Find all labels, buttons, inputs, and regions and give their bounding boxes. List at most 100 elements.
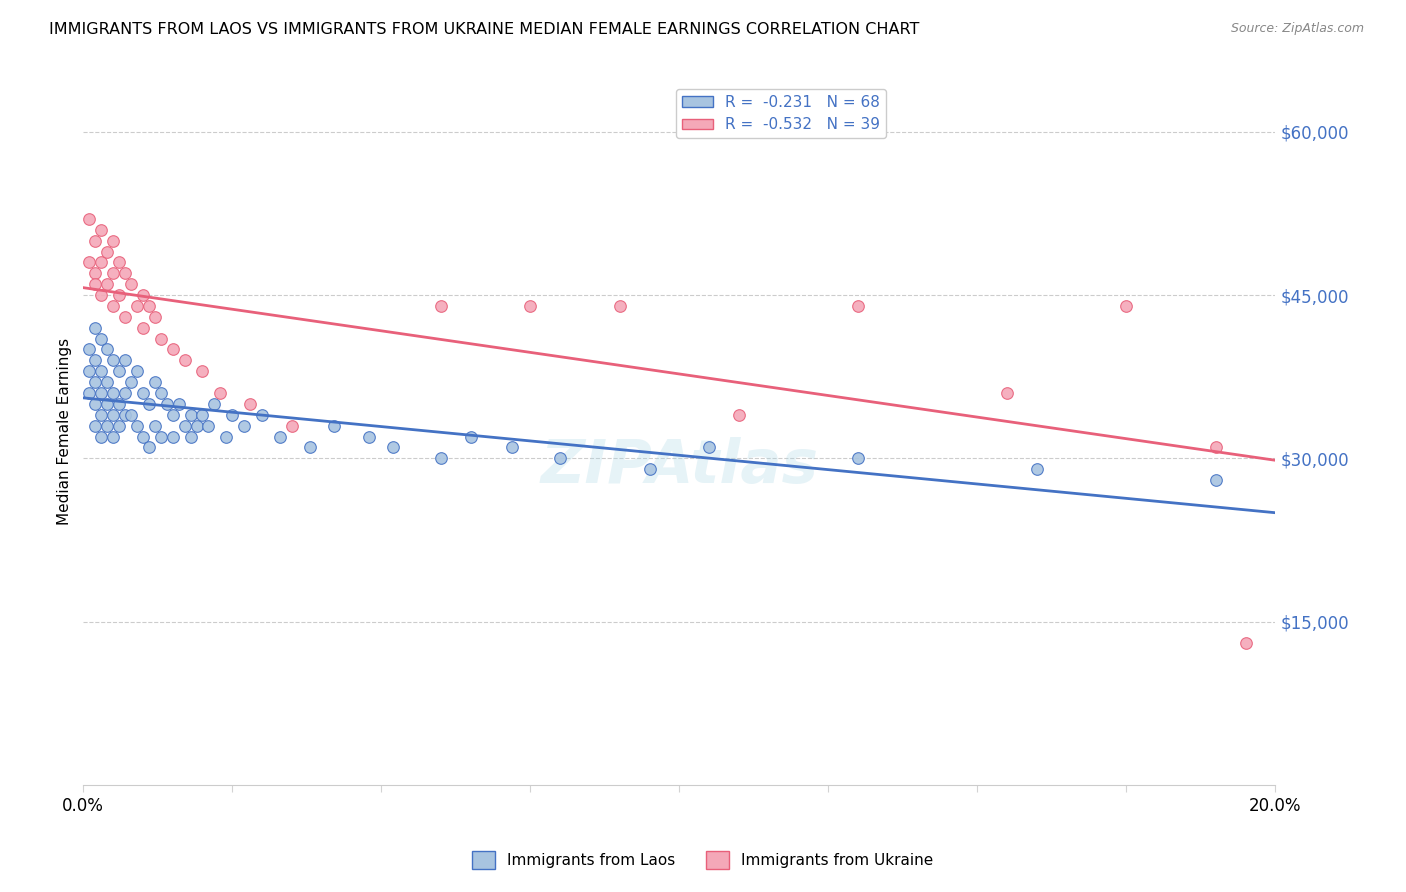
Point [120, 277, 142, 292]
Point [1115, 299, 1137, 313]
Point [101, 429, 124, 443]
Point [728, 408, 751, 422]
Point [239, 397, 262, 411]
Point [697, 441, 720, 455]
Point [101, 408, 124, 422]
Point [101, 234, 124, 248]
Point [430, 451, 453, 466]
Point [180, 429, 202, 443]
Point [84, 397, 107, 411]
Point [101, 299, 124, 313]
Text: ZIPAtlas: ZIPAtlas [540, 437, 818, 496]
Point [162, 429, 184, 443]
Point [90, 364, 112, 378]
Text: IMMIGRANTS FROM LAOS VS IMMIGRANTS FROM UKRAINE MEDIAN FEMALE EARNINGS CORRELATI: IMMIGRANTS FROM LAOS VS IMMIGRANTS FROM … [49, 22, 920, 37]
Point [149, 386, 172, 401]
Point [430, 299, 453, 313]
Point [846, 299, 869, 313]
Point [84, 266, 107, 280]
Point [359, 429, 381, 443]
Point [77, 255, 100, 269]
Point [120, 408, 142, 422]
Point [322, 418, 344, 433]
Point [281, 418, 304, 433]
Point [209, 386, 232, 401]
Point [90, 429, 112, 443]
Point [114, 408, 136, 422]
Point [84, 277, 107, 292]
Point [548, 451, 571, 466]
Point [162, 408, 184, 422]
Point [114, 353, 136, 368]
Point [101, 353, 124, 368]
Point [298, 441, 321, 455]
Point [90, 288, 112, 302]
Point [138, 299, 160, 313]
Point [84, 320, 107, 334]
Point [90, 223, 112, 237]
Point [167, 397, 190, 411]
Point [250, 408, 273, 422]
Point [382, 441, 405, 455]
Point [84, 418, 107, 433]
Point [132, 386, 155, 401]
Point [114, 266, 136, 280]
Point [77, 211, 100, 226]
Point [96, 375, 118, 389]
Point [173, 353, 195, 368]
Point [1026, 462, 1049, 476]
Point [143, 418, 166, 433]
Text: Source: ZipAtlas.com: Source: ZipAtlas.com [1230, 22, 1364, 36]
Point [1205, 473, 1227, 487]
Point [125, 299, 148, 313]
Point [138, 397, 160, 411]
Point [125, 418, 148, 433]
Point [77, 364, 100, 378]
Point [638, 462, 661, 476]
Point [156, 397, 179, 411]
Point [96, 244, 118, 259]
Point [173, 418, 195, 433]
Point [84, 375, 107, 389]
Point [96, 418, 118, 433]
Point [108, 364, 131, 378]
Point [609, 299, 631, 313]
Point [143, 375, 166, 389]
Point [114, 386, 136, 401]
Y-axis label: Median Female Earnings: Median Female Earnings [58, 337, 72, 524]
Point [77, 386, 100, 401]
Point [84, 234, 107, 248]
Point [149, 332, 172, 346]
Point [101, 266, 124, 280]
Point [114, 310, 136, 324]
Point [1234, 636, 1257, 650]
Point [204, 397, 226, 411]
Point [215, 429, 238, 443]
Point [1205, 441, 1227, 455]
Point [143, 310, 166, 324]
Point [101, 386, 124, 401]
Point [186, 418, 208, 433]
Point [77, 343, 100, 357]
Point [90, 332, 112, 346]
Point [108, 288, 131, 302]
Point [96, 397, 118, 411]
Point [519, 299, 541, 313]
Point [233, 418, 256, 433]
Point [90, 255, 112, 269]
Point [995, 386, 1018, 401]
Point [108, 397, 131, 411]
Point [149, 429, 172, 443]
Point [96, 277, 118, 292]
Point [132, 429, 155, 443]
Legend: R =  -0.231   N = 68, R =  -0.532   N = 39: R = -0.231 N = 68, R = -0.532 N = 39 [676, 88, 886, 138]
Point [221, 408, 243, 422]
Point [846, 451, 869, 466]
Point [191, 408, 214, 422]
Point [138, 441, 160, 455]
Point [162, 343, 184, 357]
Point [460, 429, 482, 443]
Legend: Immigrants from Laos, Immigrants from Ukraine: Immigrants from Laos, Immigrants from Uk… [467, 845, 939, 875]
Point [132, 320, 155, 334]
Point [84, 353, 107, 368]
